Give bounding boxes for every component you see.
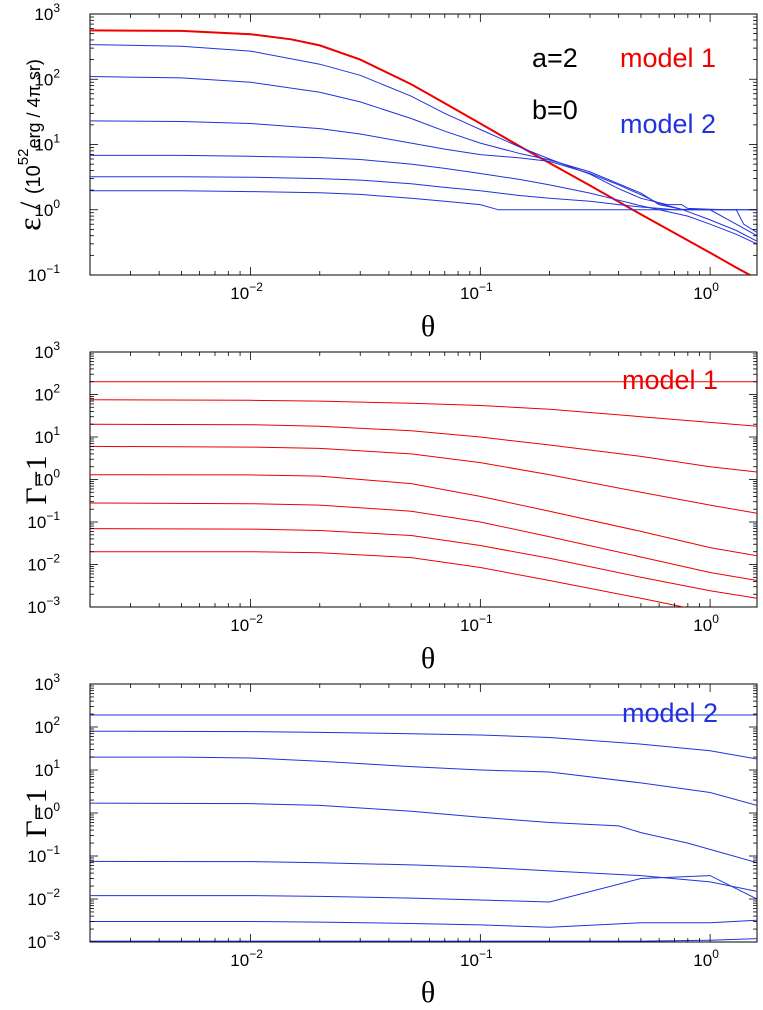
- series-line-model-1-6: [90, 528, 757, 599]
- x-axis-label: θ: [421, 642, 435, 675]
- y-axis-label-exp: 52: [15, 149, 32, 166]
- x-tick-label: 100: [693, 612, 719, 635]
- legend-model-1: model 1: [622, 365, 718, 395]
- series-line-model-2-4: [90, 154, 757, 245]
- ticks: 10−2 10−1 100 10−3 10−2 10−1 100 101 102 103: [27, 671, 757, 970]
- panel-energy: 10−2 10−1 100 10−1 100 101 102 103 θ ε / (1052e…: [11, 1, 758, 343]
- y-tick-label: 10−1: [27, 509, 60, 532]
- panel-gamma-model-2: 10−2 10−1 100 10−3 10−2 10−1 100 101 102 103 θ Γ−…: [20, 671, 758, 1009]
- y-tick-label: 102: [34, 714, 60, 737]
- y-tick-label: 100: [34, 800, 60, 823]
- y-tick-label: 100: [34, 197, 60, 220]
- y-tick-label: 10−2: [27, 552, 60, 575]
- y-axis-label: Γ−1: [20, 455, 53, 504]
- annotation-b: b=0: [532, 95, 578, 125]
- y-tick-label: 102: [34, 382, 60, 405]
- series-line-model-1-4: [90, 474, 757, 557]
- y-axis-label-slash: /: [14, 194, 47, 217]
- x-axis-label: θ: [421, 976, 435, 1009]
- y-tick-label: 103: [34, 1, 60, 24]
- series-line-model-2-5: [90, 875, 757, 903]
- y-tick-label: 102: [34, 66, 60, 89]
- y-axis-label-symbol: ε: [11, 217, 47, 230]
- series-line-model-1-3: [90, 445, 757, 514]
- y-tick-label: 10−1: [27, 262, 60, 285]
- x-tick-label: 10−2: [230, 280, 263, 303]
- series-line-model-2-4: [90, 860, 757, 892]
- x-tick-label: 10−1: [460, 612, 493, 635]
- x-tick-label: 100: [693, 280, 719, 303]
- legend-model-1: model 1: [620, 43, 716, 73]
- y-tick-label: 101: [34, 424, 60, 447]
- legend-model-2: model 2: [620, 109, 716, 139]
- series-line-model-1-7: [90, 551, 686, 607]
- annotation-a: a=2: [532, 43, 578, 73]
- series-line-model-2-7: [90, 938, 757, 942]
- ticks: 10−2 10−1 100 10−1 100 101 102 103: [27, 1, 757, 303]
- curves: [90, 381, 757, 607]
- x-tick-label: 10−1: [460, 947, 493, 970]
- series-line-model-2-2: [90, 756, 757, 806]
- y-tick-label: 100: [34, 467, 60, 490]
- y-axis-label-open: (10: [23, 165, 45, 194]
- series-line-model-2-6: [90, 919, 757, 928]
- x-axis-label: θ: [421, 310, 435, 343]
- series-line-model-1-0: [90, 29, 752, 275]
- y-axis-label: ε / (1052erg / 4π sr): [11, 59, 47, 231]
- y-axis-label: Γ−1: [20, 788, 53, 837]
- y-tick-label: 103: [34, 671, 60, 694]
- series-line-model-1-2: [90, 423, 757, 473]
- y-tick-label: 101: [34, 757, 60, 780]
- series-line-model-2-2: [90, 76, 757, 237]
- series-line-model-2-3: [90, 120, 757, 242]
- y-tick-label: 103: [34, 339, 60, 362]
- y-tick-label: 10−2: [27, 886, 60, 909]
- y-tick-label: 101: [34, 132, 60, 155]
- series-line-model-1-1: [90, 399, 757, 427]
- series-line-model-1-5: [90, 502, 757, 581]
- series-line-model-2-3: [90, 802, 757, 864]
- x-tick-label: 10−1: [460, 280, 493, 303]
- series-line-model-2-5: [90, 176, 757, 211]
- y-tick-label: 10−3: [27, 594, 60, 617]
- legend-model-2: model 2: [622, 698, 718, 728]
- y-axis-label-unit: erg / 4π sr): [24, 59, 44, 148]
- curves: [90, 29, 757, 275]
- series-line-model-2-1: [90, 730, 757, 760]
- curves: [90, 714, 757, 942]
- panel-gamma-model-1: 10−2 10−1 100 10−3 10−2 10−1 100 101 102 103 θ Γ−…: [20, 339, 758, 675]
- y-tick-label: 10−1: [27, 843, 60, 866]
- x-tick-label: 10−2: [230, 947, 263, 970]
- series-line-model-2-6: [90, 190, 757, 211]
- x-tick-label: 10−2: [230, 612, 263, 635]
- y-tick-label: 10−3: [27, 929, 60, 952]
- ticks: 10−2 10−1 100 10−3 10−2 10−1 100 101 102 103: [27, 339, 757, 635]
- x-tick-label: 100: [693, 947, 719, 970]
